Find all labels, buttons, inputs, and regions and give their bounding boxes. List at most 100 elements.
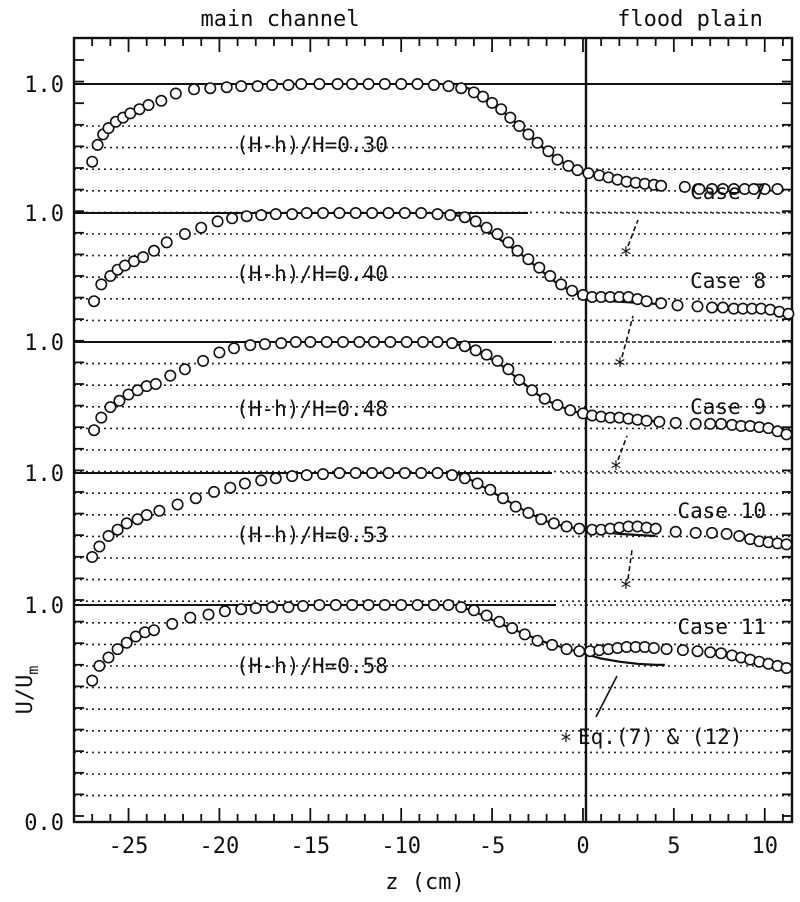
data-point xyxy=(255,474,268,487)
data-point xyxy=(295,78,308,91)
data-point xyxy=(535,513,548,526)
data-point xyxy=(398,466,411,479)
data-point xyxy=(446,337,459,350)
data-point xyxy=(208,485,221,498)
data-point xyxy=(88,295,101,308)
data-point xyxy=(526,384,539,397)
data-point xyxy=(249,602,262,615)
data-point xyxy=(442,80,455,93)
data-point xyxy=(495,103,508,116)
leader-line xyxy=(627,219,639,247)
data-point xyxy=(204,82,217,95)
data-point xyxy=(733,529,746,542)
data-point xyxy=(113,394,126,407)
data-point xyxy=(582,167,595,180)
data-point xyxy=(137,251,150,264)
data-point xyxy=(269,208,282,221)
region-label-main-channel: main channel xyxy=(201,7,360,32)
data-point xyxy=(544,269,557,282)
data-point xyxy=(640,295,653,308)
data-point xyxy=(220,81,233,94)
data-point xyxy=(689,526,702,539)
case-label: Case 10 xyxy=(677,499,766,523)
data-point xyxy=(573,522,586,535)
data-point xyxy=(148,624,161,637)
data-point xyxy=(149,377,162,390)
data-point xyxy=(398,207,411,220)
data-point xyxy=(547,517,560,530)
region-label-flood-plain: flood plain xyxy=(617,7,763,32)
data-point xyxy=(780,538,793,551)
data-point xyxy=(362,598,375,611)
data-point xyxy=(704,646,717,659)
data-point xyxy=(676,644,689,657)
data-point xyxy=(120,636,133,649)
data-point xyxy=(782,307,795,320)
data-point xyxy=(693,183,706,196)
x-tick-label: -10 xyxy=(381,834,421,859)
data-point xyxy=(296,599,309,612)
data-point xyxy=(228,342,241,355)
data-point xyxy=(88,424,101,437)
data-point xyxy=(411,598,424,611)
data-point xyxy=(471,477,484,490)
data-point xyxy=(395,78,408,91)
data-point xyxy=(213,346,226,359)
data-point xyxy=(235,603,248,616)
data-point xyxy=(522,253,535,266)
asterisk-marker: * xyxy=(620,576,633,600)
ratio-label: (H-h)/H=0.48 xyxy=(236,397,388,421)
data-point xyxy=(480,609,493,622)
data-point xyxy=(469,344,482,357)
data-point xyxy=(395,598,408,611)
data-point xyxy=(458,211,471,224)
data-point xyxy=(333,207,346,220)
y-tick-label: 1.0 xyxy=(24,594,64,619)
data-point xyxy=(560,643,573,656)
data-point xyxy=(415,466,428,479)
data-point xyxy=(573,645,586,658)
data-point xyxy=(715,647,728,660)
data-point xyxy=(95,278,108,291)
data-point xyxy=(480,221,493,234)
data-point xyxy=(400,335,413,348)
data-point xyxy=(669,416,682,429)
data-point xyxy=(446,469,459,482)
data-point xyxy=(178,228,191,241)
data-point xyxy=(509,500,522,513)
data-point xyxy=(502,363,515,376)
data-point xyxy=(178,363,191,376)
data-point xyxy=(224,481,237,494)
annotations: ***** Eq.(7) & (12) xyxy=(560,219,742,753)
data-point xyxy=(431,208,444,221)
series-labels: (H-h)/H=0.30 (H-h)/H=0.40 (H-h)/H=0.48 (H-h… xyxy=(236,133,388,678)
data-point xyxy=(95,411,108,424)
data-point xyxy=(346,78,359,91)
y-tick-label: 1.0 xyxy=(24,331,64,356)
data-point xyxy=(431,466,444,479)
data-point xyxy=(235,80,248,93)
data-point xyxy=(513,120,526,133)
y-tick-label: 1.0 xyxy=(24,202,64,227)
data-point xyxy=(104,401,117,414)
data-point xyxy=(195,221,208,234)
data-point xyxy=(269,472,282,485)
data-point xyxy=(171,498,184,511)
data-point xyxy=(551,398,564,411)
data-point xyxy=(304,335,317,348)
x-axis-label: z (cm) xyxy=(385,870,464,895)
data-point xyxy=(349,466,362,479)
data-point xyxy=(522,128,535,141)
data-point xyxy=(155,94,168,107)
data-point xyxy=(458,340,471,353)
data-point xyxy=(86,155,99,168)
data-point xyxy=(226,212,239,225)
data-point xyxy=(416,335,429,348)
data-point xyxy=(555,278,568,291)
x-tick-label: 5 xyxy=(667,834,680,859)
ratio-label: (H-h)/H=0.30 xyxy=(236,133,388,157)
data-point xyxy=(148,244,161,257)
data-point xyxy=(467,604,480,617)
data-point xyxy=(571,164,584,177)
data-point xyxy=(480,348,493,361)
